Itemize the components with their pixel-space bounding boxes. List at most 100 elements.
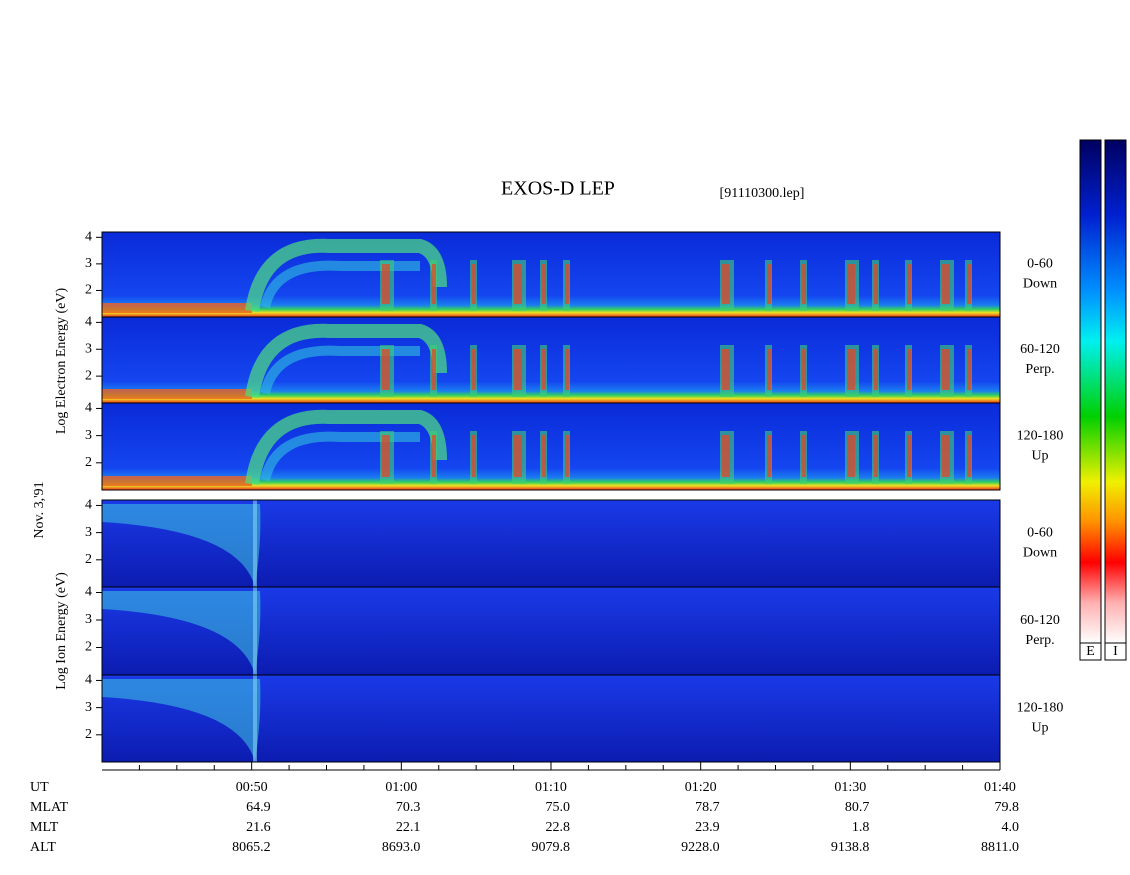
spectrogram-feature: [847, 264, 855, 304]
spectrogram-feature: [514, 349, 522, 390]
pitch-angle-label: 60-120: [1020, 342, 1060, 357]
ephemeris-label: ALT: [30, 840, 56, 855]
x-row-label: UT: [30, 780, 49, 795]
spectrogram-feature: [565, 349, 569, 390]
ephemeris-value: 64.9: [246, 800, 271, 815]
y-tick-label: 3: [85, 612, 92, 627]
spectrogram-feature: [802, 264, 806, 304]
pitch-angle-label: 120-180: [1017, 701, 1064, 716]
spectrogram-feature: [253, 675, 257, 762]
direction-label: Up: [1031, 721, 1048, 736]
spectrogram-feature: [907, 264, 911, 304]
direction-label: Perp.: [1025, 633, 1054, 648]
spectrogram-feature: [260, 260, 420, 309]
date-label: Nov. 3,'91: [32, 481, 47, 538]
ephemeris-label: MLAT: [30, 800, 69, 815]
spectrogram-feature: [847, 435, 855, 477]
spectrogram-feature: [432, 264, 436, 304]
spectrogram-feature: [102, 591, 261, 675]
x-tick-label: 01:10: [535, 780, 567, 795]
spectrogram-feature: [102, 303, 252, 313]
spectrogram-feature: [102, 476, 252, 486]
spectrogram-feature: [767, 435, 771, 477]
ephemeris-value: 75.0: [546, 800, 571, 815]
ephemeris-value: 78.7: [695, 800, 720, 815]
ephemeris-value: 8693.0: [382, 840, 421, 855]
pitch-angle-label: 60-120: [1020, 613, 1060, 628]
y-tick-label: 3: [85, 256, 92, 271]
pitch-angle-label: 120-180: [1017, 429, 1064, 444]
spectrogram-feature: [102, 679, 261, 762]
y-tick-label: 2: [85, 368, 92, 383]
ephemeris-value: 22.8: [546, 820, 571, 835]
spectrogram-feature: [722, 435, 730, 477]
ephemeris-value: 23.9: [695, 820, 720, 835]
color-bar-label-box: [1079, 642, 1102, 661]
spectrogram-feature: [542, 264, 546, 304]
spectrogram-feature: [967, 349, 971, 390]
y-tick-label: 3: [85, 428, 92, 443]
ephemeris-value: 8065.2: [232, 840, 271, 855]
spectrogram-feature: [722, 264, 730, 304]
y-tick-label: 2: [85, 455, 92, 470]
spectrogram-feature: [542, 349, 546, 390]
spectrogram-feature: [472, 435, 476, 477]
spectrogram-feature: [847, 349, 855, 390]
pitch-angle-label: 0-60: [1027, 526, 1053, 541]
y-axis-label: Log Electron Energy (eV): [54, 288, 69, 435]
spectrogram-feature: [382, 435, 390, 477]
color-bar: [1104, 139, 1127, 644]
spectrogram-feature: [253, 587, 257, 675]
ephemeris-value: 80.7: [845, 800, 870, 815]
y-tick-label: 3: [85, 341, 92, 356]
y-tick-label: 2: [85, 552, 92, 567]
spectrogram-feature: [874, 264, 878, 304]
y-tick-label: 3: [85, 700, 92, 715]
ephemeris-value: 70.3: [396, 800, 421, 815]
ephemeris-value: 22.1: [396, 820, 421, 835]
spectrogram-feature: [432, 435, 436, 477]
spectrogram-feature: [102, 389, 252, 399]
x-tick-label: 01:40: [984, 780, 1016, 795]
y-tick-label: 2: [85, 727, 92, 742]
panel-frame: [101, 402, 1001, 491]
spectrogram-feature: [942, 264, 950, 304]
spectrogram-feature: [260, 431, 420, 482]
spectrogram-feature: [514, 264, 522, 304]
direction-label: Up: [1031, 449, 1048, 464]
ephemeris-value: 1.8: [852, 820, 870, 835]
spectrogram-feature: [565, 264, 569, 304]
file-name: [91110300.lep]: [720, 186, 805, 201]
spectrogram-feature: [907, 349, 911, 390]
direction-label: Down: [1023, 546, 1057, 561]
spectrogram-feature: [382, 264, 390, 304]
chart-title: EXOS-D LEP: [501, 178, 615, 200]
color-bar-label-box: [1104, 642, 1127, 661]
spectrogram-feature: [472, 349, 476, 390]
spectrogram-feature: [874, 435, 878, 477]
spectrogram-feature: [802, 435, 806, 477]
y-tick-label: 4: [85, 585, 92, 600]
color-bar-label: E: [1086, 644, 1095, 659]
direction-label: Down: [1023, 277, 1057, 292]
spectrogram-feature: [253, 500, 257, 587]
ephemeris-label: MLT: [30, 820, 59, 835]
spectrogram-feature: [565, 435, 569, 477]
spectrogram-feature: [767, 349, 771, 390]
spectrogram-feature: [907, 435, 911, 477]
y-axis-label: Log Ion Energy (eV): [54, 572, 69, 690]
color-bar-label: I: [1113, 644, 1118, 659]
direction-label: Perp.: [1025, 362, 1054, 377]
spectrogram-feature: [432, 349, 436, 390]
y-tick-label: 2: [85, 283, 92, 298]
x-tick-label: 00:50: [236, 780, 268, 795]
spectrogram-feature: [967, 264, 971, 304]
spectrogram-feature: [942, 349, 950, 390]
spectrogram-feature: [514, 435, 522, 477]
ephemeris-value: 21.6: [246, 820, 271, 835]
y-tick-label: 4: [85, 401, 92, 416]
ephemeris-value: 9138.8: [831, 840, 870, 855]
y-tick-label: 4: [85, 498, 92, 513]
